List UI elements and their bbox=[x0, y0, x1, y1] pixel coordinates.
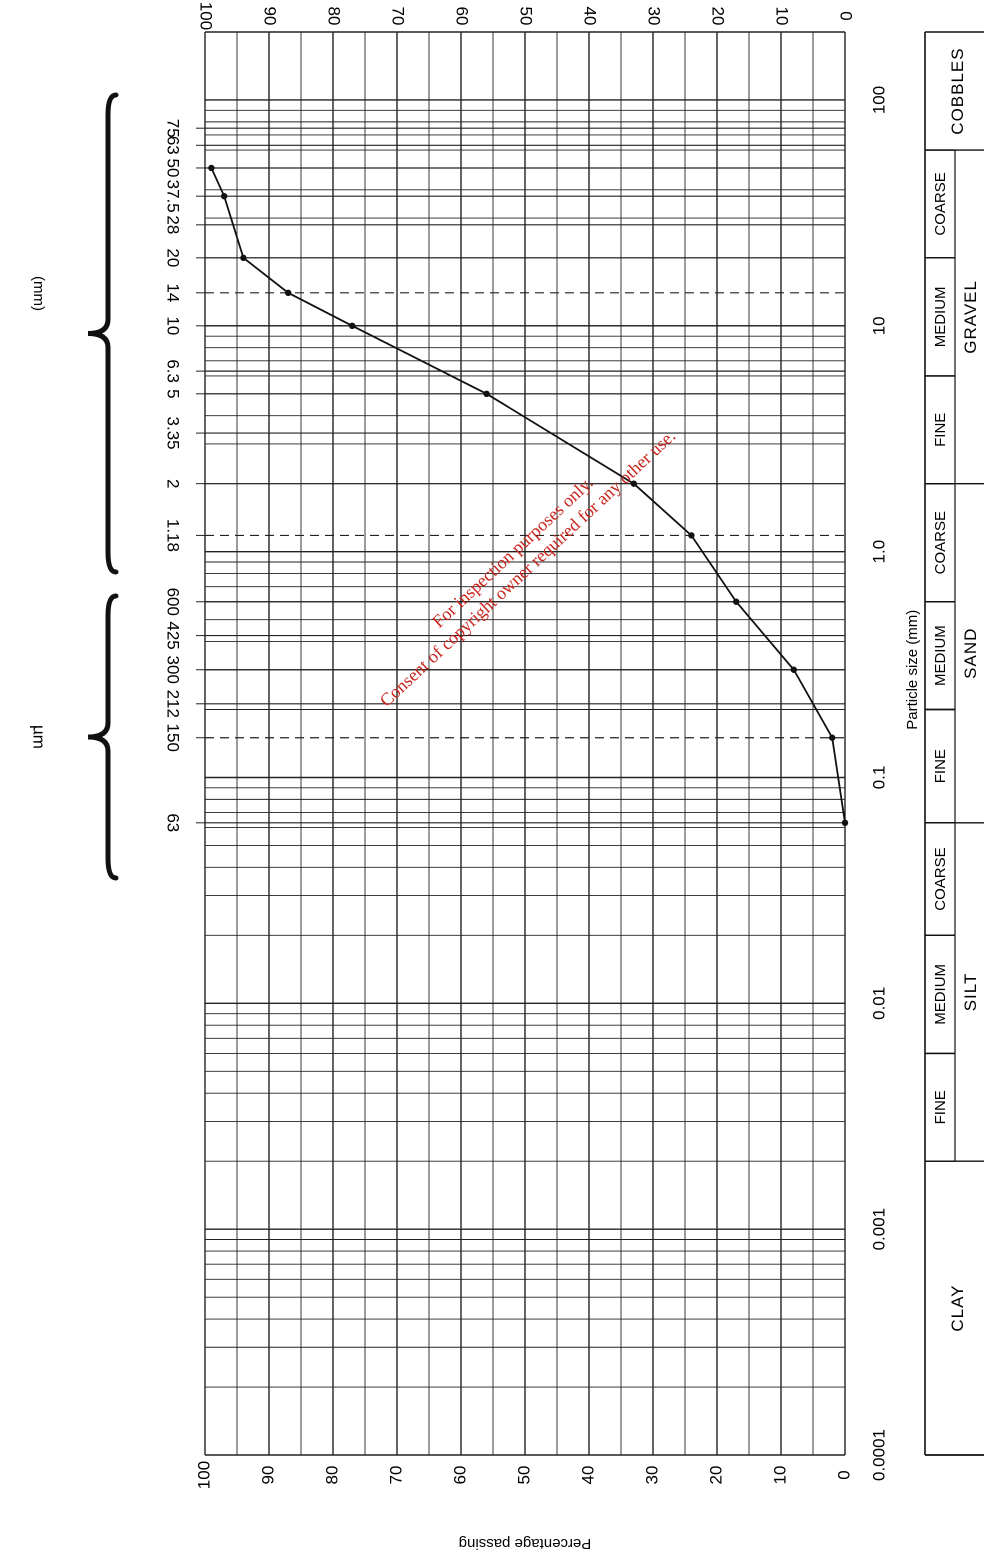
percent-tick-label-top: 60 bbox=[453, 7, 472, 26]
mm-bracket bbox=[87, 92, 119, 575]
percent-tick-label-top: 50 bbox=[517, 7, 536, 26]
chart-grid bbox=[204, 31, 846, 1456]
sieve-label: 50 bbox=[164, 159, 183, 178]
soil-class-label: COBBLES bbox=[948, 47, 967, 134]
percent-tick-label-top: 80 bbox=[325, 7, 344, 26]
sieve-label: 150 bbox=[164, 724, 183, 752]
sieve-size-labels: 75635037.5282014106.353.3521.18600425300… bbox=[87, 92, 205, 881]
tick-labels: 0 0 10 10 20 20 30 30 40 40 50 50 60 60 70 70 80 80 90 90 10… bbox=[194, 2, 888, 1489]
um-bracket bbox=[87, 593, 119, 881]
sieve-label: 600 bbox=[164, 588, 183, 616]
sieve-label: 14 bbox=[164, 283, 183, 302]
grading-data-point bbox=[630, 480, 637, 487]
grading-curve bbox=[208, 164, 849, 827]
mm-group-label: (mm) bbox=[30, 276, 47, 311]
percent-tick-label-top: 40 bbox=[581, 7, 600, 26]
grading-data-point bbox=[733, 598, 740, 605]
soil-subclass-label: MEDIUM bbox=[932, 286, 949, 347]
grading-data-point bbox=[349, 322, 356, 330]
um-group-label: µm bbox=[30, 725, 49, 749]
grading-data-point bbox=[688, 532, 695, 539]
sieve-label: 6.3 bbox=[164, 359, 183, 383]
sieve-label: 28 bbox=[164, 215, 183, 234]
grading-data-point bbox=[829, 734, 836, 741]
soil-class-label: GRAVEL bbox=[961, 280, 980, 354]
soil-class-label: SAND bbox=[961, 628, 980, 679]
percent-tick-label-bottom: 50 bbox=[514, 1466, 533, 1485]
sieve-label: 37.5 bbox=[164, 180, 183, 213]
percent-tick-label-bottom: 40 bbox=[578, 1466, 597, 1485]
soil-subclass-label: FINE bbox=[932, 413, 949, 447]
sieve-label: 63 bbox=[164, 136, 183, 155]
grading-data-point bbox=[240, 254, 247, 262]
soil-subclass-label: MEDIUM bbox=[932, 625, 949, 686]
percent-tick-label-top: 90 bbox=[261, 7, 280, 26]
size-tick-label: 0.0001 bbox=[869, 1429, 888, 1481]
percent-tick-label-top: 30 bbox=[645, 7, 664, 26]
percent-tick-label-bottom: 90 bbox=[258, 1466, 277, 1485]
grading-data-point bbox=[483, 390, 490, 398]
percent-tick-label-top: 70 bbox=[389, 7, 408, 26]
percent-tick-label-bottom: 10 bbox=[770, 1466, 789, 1485]
grading-data-point bbox=[208, 164, 215, 172]
soil-subclass-label: FINE bbox=[932, 1090, 949, 1124]
percent-tick-label-bottom: 0 bbox=[834, 1470, 853, 1479]
percent-tick-label-bottom: 80 bbox=[322, 1466, 341, 1485]
sieve-label: 5 bbox=[164, 389, 183, 398]
percent-tick-label-top: 0 bbox=[837, 11, 856, 20]
size-tick-label: 10 bbox=[869, 316, 888, 335]
percent-tick-label-bottom: 100 bbox=[194, 1461, 213, 1489]
grading-data-point bbox=[221, 192, 228, 200]
y-axis-label: Percentage passing bbox=[459, 1535, 592, 1552]
soil-class-label: SILT bbox=[961, 973, 980, 1012]
sieve-label: 2 bbox=[164, 479, 183, 488]
percent-tick-label-bottom: 60 bbox=[450, 1466, 469, 1485]
sieve-label: 75 bbox=[164, 119, 183, 138]
classification-table: CLAY SILT SAND GRAVEL COBBLES FINE MEDIUM COARS… bbox=[924, 31, 984, 1456]
soil-subclass-label: COARSE bbox=[932, 847, 949, 910]
size-tick-label: 0.01 bbox=[869, 987, 888, 1020]
sieve-label: 10 bbox=[164, 316, 183, 335]
grading-data-point bbox=[790, 666, 797, 673]
percent-tick-label-top: 10 bbox=[773, 7, 792, 26]
percent-tick-label-bottom: 20 bbox=[706, 1466, 725, 1485]
sieve-label: 3.35 bbox=[164, 417, 183, 450]
sieve-label: 1.18 bbox=[164, 519, 183, 552]
size-tick-label: 100 bbox=[869, 86, 888, 114]
grading-data-point bbox=[285, 289, 292, 297]
soil-subclass-label: COARSE bbox=[932, 511, 949, 574]
grading-curve-line bbox=[210, 167, 846, 823]
sieve-label: 20 bbox=[164, 248, 183, 267]
soil-subclass-label: FINE bbox=[932, 749, 949, 783]
percent-tick-label-bottom: 70 bbox=[386, 1466, 405, 1485]
sieve-label: 425 bbox=[164, 621, 183, 649]
sieve-label: 212 bbox=[164, 690, 183, 718]
size-tick-label: 1.0 bbox=[869, 540, 888, 564]
grading-data-point bbox=[841, 819, 849, 827]
axis-labels: Particle size (mm) Percentage passing (m… bbox=[30, 276, 921, 1552]
soil-class-label: CLAY bbox=[948, 1285, 967, 1332]
percent-tick-label-top: 20 bbox=[709, 7, 728, 26]
percent-tick-label-bottom: 30 bbox=[642, 1466, 661, 1485]
soil-subclass-label: COARSE bbox=[932, 172, 949, 235]
size-tick-label: 0.001 bbox=[869, 1208, 888, 1251]
sieve-label: 300 bbox=[164, 656, 183, 684]
x-axis-label: Particle size (mm) bbox=[904, 610, 921, 730]
size-tick-label: 0.1 bbox=[869, 766, 888, 790]
soil-subclass-label: MEDIUM bbox=[932, 964, 949, 1025]
sieve-label: 63 bbox=[164, 813, 183, 832]
percent-tick-label-top: 100 bbox=[197, 2, 216, 30]
